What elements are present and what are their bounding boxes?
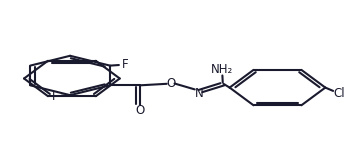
Text: F: F	[52, 90, 59, 103]
Text: O: O	[135, 104, 145, 117]
Text: F: F	[122, 58, 128, 71]
Text: O: O	[166, 77, 176, 90]
Text: NH₂: NH₂	[211, 63, 233, 76]
Text: Cl: Cl	[333, 87, 345, 100]
Text: N: N	[195, 87, 203, 100]
